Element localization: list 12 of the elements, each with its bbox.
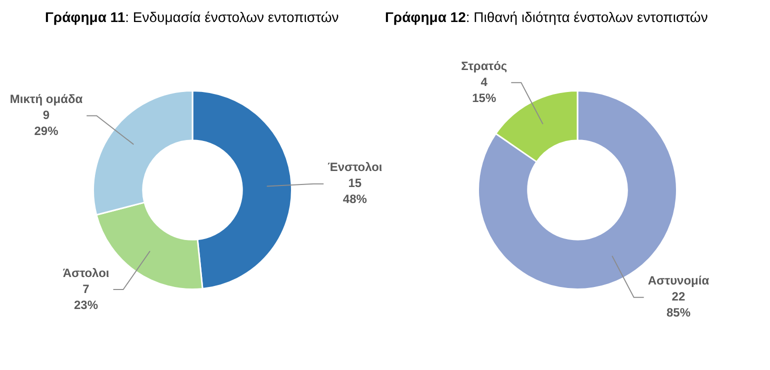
slice-label: Άστολοι <box>62 266 110 280</box>
data-label: 9 29% <box>34 108 59 138</box>
slice-label: Αστυνομία <box>648 274 710 288</box>
slice-label: Μικτή ομάδα <box>10 92 84 106</box>
data-label: 15 48% <box>342 176 368 206</box>
data-label: 4 15% <box>472 74 496 105</box>
chart-title: Γράφημα 12: Πιθανή ιδιότητα ένστολων εντοπιστών <box>385 8 709 27</box>
data-label: 22 85% <box>666 290 691 320</box>
chart-title: Γράφημα 11: Ενδυμασία ένστολων εντοπιστών <box>45 8 340 27</box>
slice-label: Στρατός <box>461 58 508 73</box>
data-label: 7 23% <box>74 282 98 312</box>
slice-label: Ένστολοι <box>328 160 382 174</box>
